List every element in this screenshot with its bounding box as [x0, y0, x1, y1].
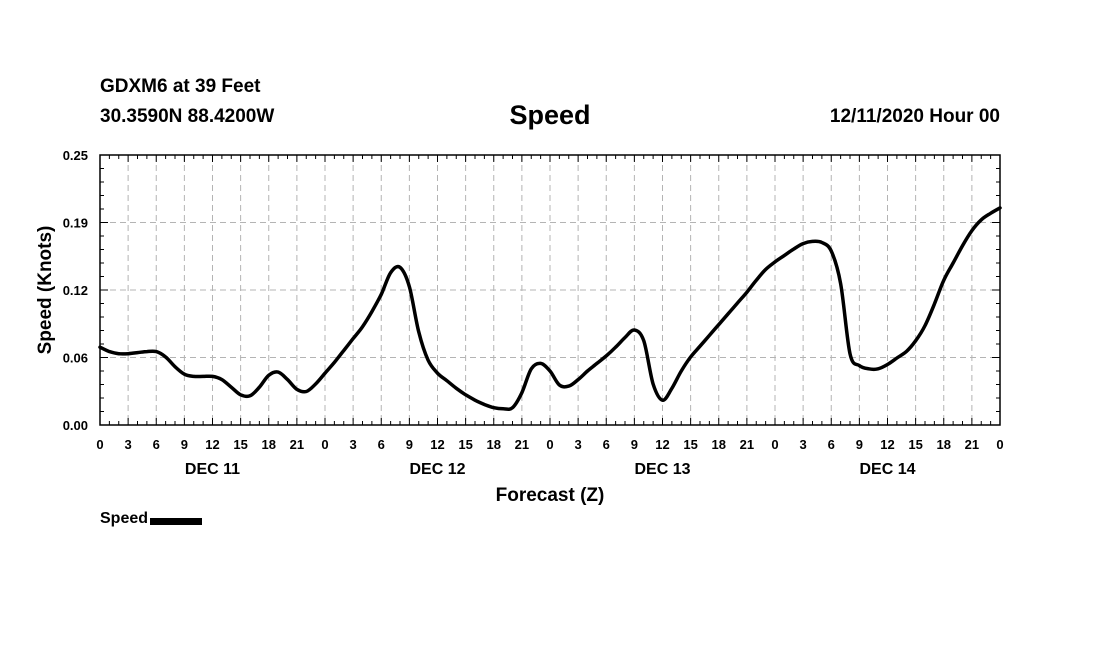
- x-axis-title: Forecast (Z): [496, 485, 605, 506]
- x-tick-label: 21: [290, 437, 304, 452]
- x-tick-label: 21: [515, 437, 529, 452]
- x-tick-label: 0: [771, 437, 778, 452]
- x-tick-label: 18: [712, 437, 726, 452]
- x-tick-label: 15: [683, 437, 697, 452]
- x-tick-label: 15: [458, 437, 472, 452]
- x-tick-label: 0: [96, 437, 103, 452]
- station-label: GDXM6 at 39 Feet: [100, 76, 261, 97]
- speed-series-line: [98, 206, 1002, 412]
- legend-swatch: [150, 517, 203, 525]
- x-tick-label: 15: [233, 437, 247, 452]
- x-tick-label: 6: [828, 437, 835, 452]
- x-tick-label: 0: [996, 437, 1003, 452]
- x-tick-label: 0: [321, 437, 328, 452]
- coordinates-label: 30.3590N 88.4200W: [100, 106, 275, 127]
- y-tick-label: 0.25: [63, 148, 88, 163]
- x-tick-label: 18: [487, 437, 501, 452]
- x-tick-label: 12: [205, 437, 219, 452]
- day-label: DEC 14: [859, 461, 915, 478]
- legend: Speed: [100, 510, 203, 528]
- y-axis-title: Speed (Knots): [35, 226, 56, 355]
- x-tick-label: 6: [603, 437, 610, 452]
- x-tick-label: 12: [880, 437, 894, 452]
- x-tick-label: 0: [546, 437, 553, 452]
- y-tick-label: 0.06: [63, 351, 88, 366]
- x-tick-label: 3: [350, 437, 357, 452]
- y-tick-label: 0.00: [63, 418, 88, 433]
- plot-frame: [99, 154, 1001, 426]
- day-label: DEC 12: [409, 461, 465, 478]
- x-tick-label: 9: [406, 437, 413, 452]
- x-tick-label: 3: [575, 437, 582, 452]
- y-tick-label: 0.19: [63, 216, 88, 231]
- x-tick-label: 6: [378, 437, 385, 452]
- x-tick-label: 15: [908, 437, 922, 452]
- x-tick-label: 9: [631, 437, 638, 452]
- x-tick-label: 6: [153, 437, 160, 452]
- x-tick-label: 9: [856, 437, 863, 452]
- legend-label: Speed: [100, 510, 149, 527]
- x-tick-label: 21: [965, 437, 979, 452]
- chart-tick-labels: 0 3 6 9 12 15 18 21 0 3 6 9 12 15 18 21 0 3 6 9 12 15 18 21 0 3 6 9…: [63, 148, 1004, 478]
- x-tick-label: 18: [937, 437, 951, 452]
- x-tick-label: 18: [262, 437, 276, 452]
- day-label: DEC 13: [634, 461, 690, 478]
- x-tick-label: 21: [740, 437, 754, 452]
- chart-grid: [100, 155, 1000, 425]
- y-tick-label: 0.12: [63, 283, 88, 298]
- x-tick-label: 3: [125, 437, 132, 452]
- x-tick-label: 12: [655, 437, 669, 452]
- issued-time-label: 12/11/2020 Hour 00: [829, 106, 1000, 127]
- x-tick-label: 9: [181, 437, 188, 452]
- x-tick-label: 12: [430, 437, 444, 452]
- x-tick-label: 3: [800, 437, 807, 452]
- day-label: DEC 11: [185, 461, 240, 478]
- chart-title: Speed: [509, 100, 591, 130]
